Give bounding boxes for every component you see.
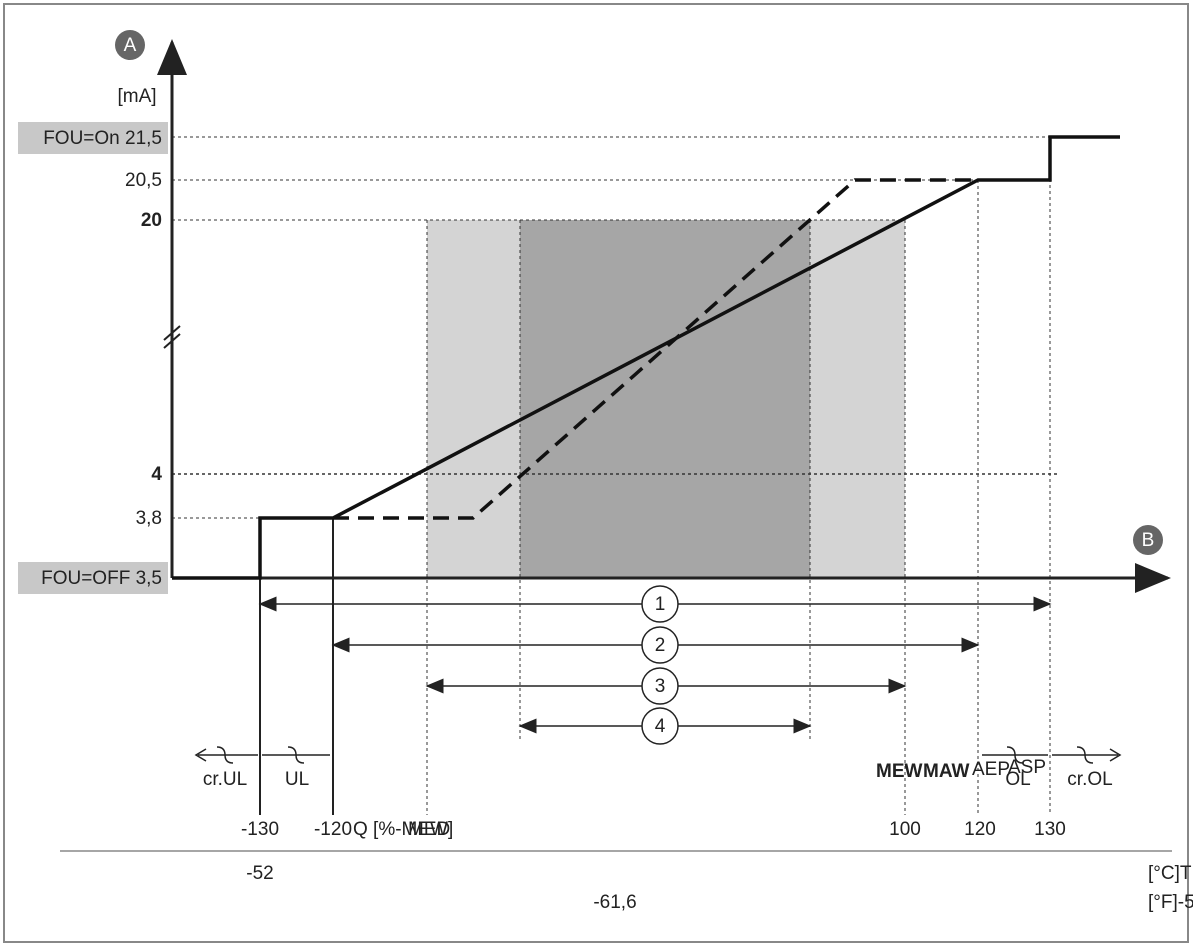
range-badge [641,707,679,745]
y-label: 20 [141,210,162,231]
range-number: 3 [655,676,666,697]
zone-label: cr.UL [203,769,247,790]
range-number: 2 [655,635,666,656]
label-box [18,562,168,594]
output-curve [172,135,1120,580]
y-label: 3,8 [136,508,162,529]
x-label: -120 [314,819,352,840]
badge [1133,525,1163,555]
dark-zone [520,220,810,578]
range-badge [641,585,679,623]
zone-label: OL [1005,769,1030,790]
zone-label: AEP [972,759,1010,780]
t-label: [°F]-5 [1148,892,1193,913]
frame [3,3,1189,943]
ranges: 1 2 3 4 [258,585,1052,745]
y-label: 4 [151,464,162,485]
zone-label: MAW [923,761,970,782]
range-badge [641,626,679,664]
t-label: [°C]T [1148,863,1192,884]
badge-label: A [124,35,137,56]
badge [115,30,145,60]
t-label: -61,6 [593,892,636,913]
scaled-curve [333,178,978,520]
zone-label: ASP [1008,757,1046,778]
label-box [18,122,168,154]
t-label: -52 [246,863,273,884]
zone-label: UL [285,769,309,790]
x-label: Q [%-MEW] [353,819,453,840]
range-number: 1 [655,594,666,615]
braces [198,746,1118,764]
y-label: 20,5 [125,170,162,191]
y-label: FOU=OFF 3,5 [41,568,162,589]
unit: [mA] [117,86,156,107]
x-label: 100 [889,819,921,840]
x-label: 130 [1034,819,1066,840]
axis-break [163,325,181,349]
range-badge [641,667,679,705]
range-number: 4 [655,716,666,737]
x-label: -130 [241,819,279,840]
brace-arrows [194,748,1122,762]
x-label: MED [408,819,450,840]
badge-label: B [1142,530,1155,551]
zone-label: MEW [876,761,923,782]
x-label: 120 [964,819,996,840]
y-label: FOU=On 21,5 [43,128,162,149]
guides [172,136,1060,815]
zone-label: cr.OL [1067,769,1112,790]
